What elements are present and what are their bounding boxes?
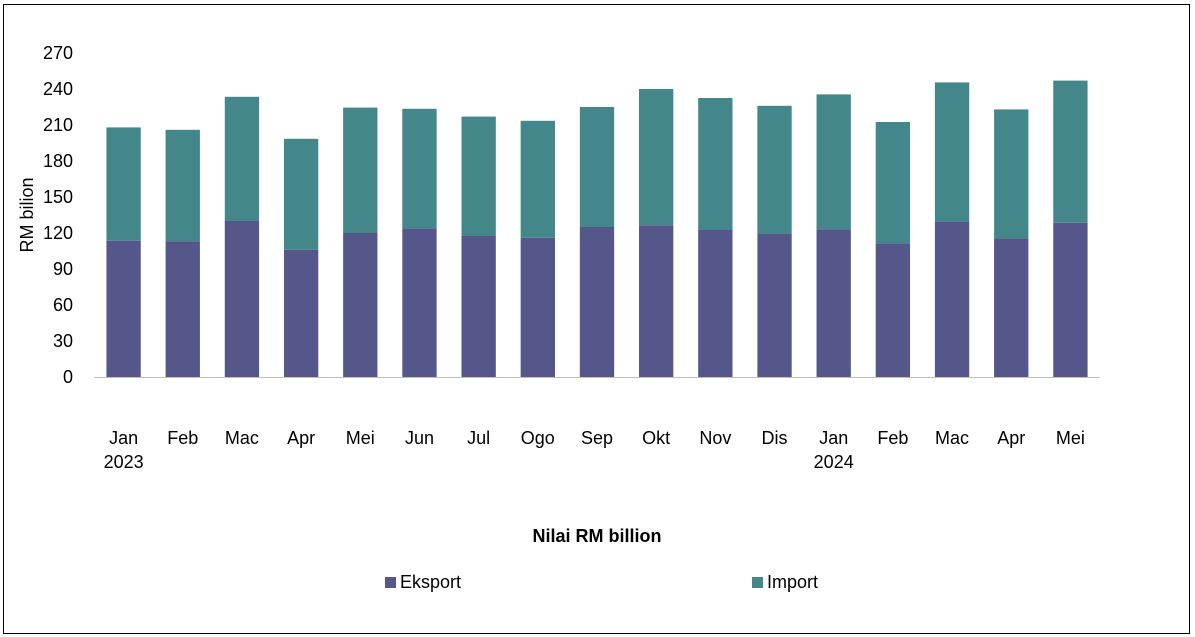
x-tick-label: Apr bbox=[287, 428, 315, 448]
y-tick-label: 90 bbox=[53, 259, 73, 279]
y-tick-label: 270 bbox=[43, 43, 73, 63]
bar-import bbox=[283, 138, 319, 250]
x-tick-label: Mei bbox=[346, 428, 375, 448]
bar-import bbox=[934, 82, 970, 222]
y-axis-label: RM bilion bbox=[17, 177, 37, 252]
legend: Eksport Import bbox=[0, 572, 1195, 596]
bar-eksport bbox=[698, 230, 733, 377]
bar-import bbox=[579, 107, 615, 227]
x-tick-label: Okt bbox=[642, 428, 670, 448]
bar-eksport bbox=[757, 233, 792, 377]
bar-eksport bbox=[1053, 222, 1088, 377]
bar-import bbox=[165, 129, 200, 242]
bar-eksport bbox=[402, 228, 437, 377]
bar-import bbox=[224, 96, 260, 221]
bar-import bbox=[343, 107, 378, 233]
x-ticks-group: Jan 2023 Feb Mac Apr Mei Jun Jul Ogo Sep Okt Nov Dis… bbox=[104, 428, 1085, 472]
bar-eksport bbox=[816, 229, 851, 377]
x-tick-label: Mac bbox=[935, 428, 969, 448]
bar-eksport bbox=[579, 227, 615, 377]
x-tick-label: Nov bbox=[699, 428, 731, 448]
bar-import bbox=[875, 122, 911, 244]
legend-swatch-eksport bbox=[385, 577, 396, 588]
x-tick-label: Ogo bbox=[521, 428, 555, 448]
bar-eksport bbox=[639, 225, 674, 377]
legend-label-eksport: Eksport bbox=[400, 572, 462, 592]
y-tick-label: 210 bbox=[43, 115, 73, 135]
legend-item-import: Import bbox=[752, 572, 818, 593]
bar-import bbox=[520, 120, 555, 238]
y-tick-label: 120 bbox=[43, 223, 73, 243]
x-tick-label: Feb bbox=[167, 428, 198, 448]
x-axis-title: Nilai RM billion bbox=[533, 526, 662, 546]
bar-import bbox=[461, 116, 496, 236]
x-tick-label: Dis bbox=[762, 428, 788, 448]
bar-eksport bbox=[106, 240, 141, 377]
y-ticks-group: 0 30 60 90 120 150 180 210 240 270 bbox=[43, 43, 73, 387]
bar-eksport bbox=[343, 233, 378, 377]
x-tick-label: Jun bbox=[405, 428, 434, 448]
bar-eksport bbox=[224, 221, 260, 377]
bar-import bbox=[1053, 80, 1088, 223]
y-tick-label: 0 bbox=[63, 367, 73, 387]
bars-group bbox=[106, 80, 1088, 377]
bar-import bbox=[402, 108, 437, 229]
x-tick-label: Jan 2023 bbox=[104, 428, 144, 472]
bar-import bbox=[757, 105, 792, 234]
bar-import bbox=[816, 94, 851, 230]
bar-import bbox=[639, 89, 674, 226]
bar-eksport bbox=[283, 249, 319, 377]
y-tick-label: 240 bbox=[43, 79, 73, 99]
x-tick-label: Sep bbox=[581, 428, 613, 448]
bar-eksport bbox=[934, 221, 970, 377]
bar-import bbox=[106, 127, 141, 241]
x-tick-label: Mei bbox=[1056, 428, 1085, 448]
x-tick-label: Apr bbox=[997, 428, 1025, 448]
legend-label-import: Import bbox=[767, 572, 819, 592]
legend-swatch-import bbox=[752, 577, 763, 588]
bar-eksport bbox=[165, 241, 200, 377]
bar-eksport bbox=[520, 237, 555, 377]
bar-import bbox=[994, 109, 1029, 239]
bar-eksport bbox=[875, 243, 911, 377]
legend-item-eksport: Eksport bbox=[385, 572, 461, 593]
x-tick-label: Mac bbox=[225, 428, 259, 448]
bar-eksport bbox=[994, 238, 1029, 377]
y-tick-label: 60 bbox=[53, 295, 73, 315]
y-tick-label: 30 bbox=[53, 331, 73, 351]
y-tick-label: 150 bbox=[43, 187, 73, 207]
x-tick-label: Feb bbox=[877, 428, 908, 448]
bar-import bbox=[698, 98, 733, 230]
x-tick-label: Jan 2024 bbox=[814, 428, 854, 472]
bar-eksport bbox=[461, 236, 496, 377]
x-tick-label: Jul bbox=[467, 428, 490, 448]
y-tick-label: 180 bbox=[43, 151, 73, 171]
